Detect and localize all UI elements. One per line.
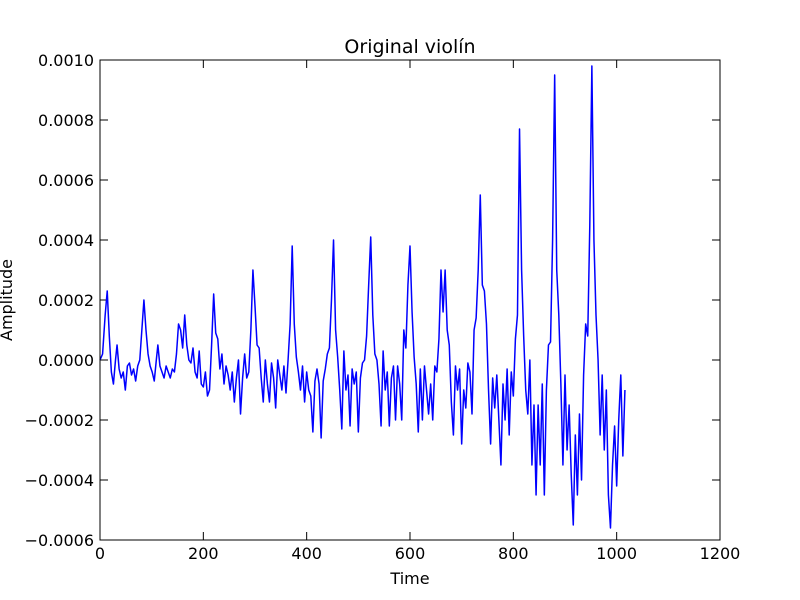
y-tick-label: −0.0004 xyxy=(25,471,94,490)
x-axis-ticks: 0 200 400 600 800 1000 1200 xyxy=(95,60,740,563)
x-tick-label: 400 xyxy=(291,544,322,563)
y-tick-label: 0.0010 xyxy=(38,51,94,70)
plot-frame xyxy=(99,59,721,541)
x-tick-label: 200 xyxy=(188,544,219,563)
y-tick-label: 0.0004 xyxy=(38,231,94,250)
y-tick-label: 0.0006 xyxy=(38,171,94,190)
y-axis-label: Amplitude xyxy=(0,259,16,341)
chart-title: Original violín xyxy=(344,36,475,58)
x-tick-label: 600 xyxy=(395,544,426,563)
y-tick-label: 0.0002 xyxy=(38,291,94,310)
x-tick-label: 1200 xyxy=(700,544,741,563)
y-axis-ticks: −0.0006 −0.0004 −0.0002 0.0000 0.0002 0.0004 0… xyxy=(25,51,720,550)
x-tick-label: 0 xyxy=(95,544,105,563)
y-tick-label: −0.0006 xyxy=(25,531,94,550)
y-tick-label: 0.0008 xyxy=(38,111,94,130)
y-tick-label: 0.0000 xyxy=(38,351,94,370)
x-tick-label: 1000 xyxy=(596,544,637,563)
x-axis-label: Time xyxy=(389,569,429,588)
x-tick-label: 800 xyxy=(498,544,529,563)
series-line xyxy=(99,65,626,529)
y-tick-label: −0.0002 xyxy=(25,411,94,430)
